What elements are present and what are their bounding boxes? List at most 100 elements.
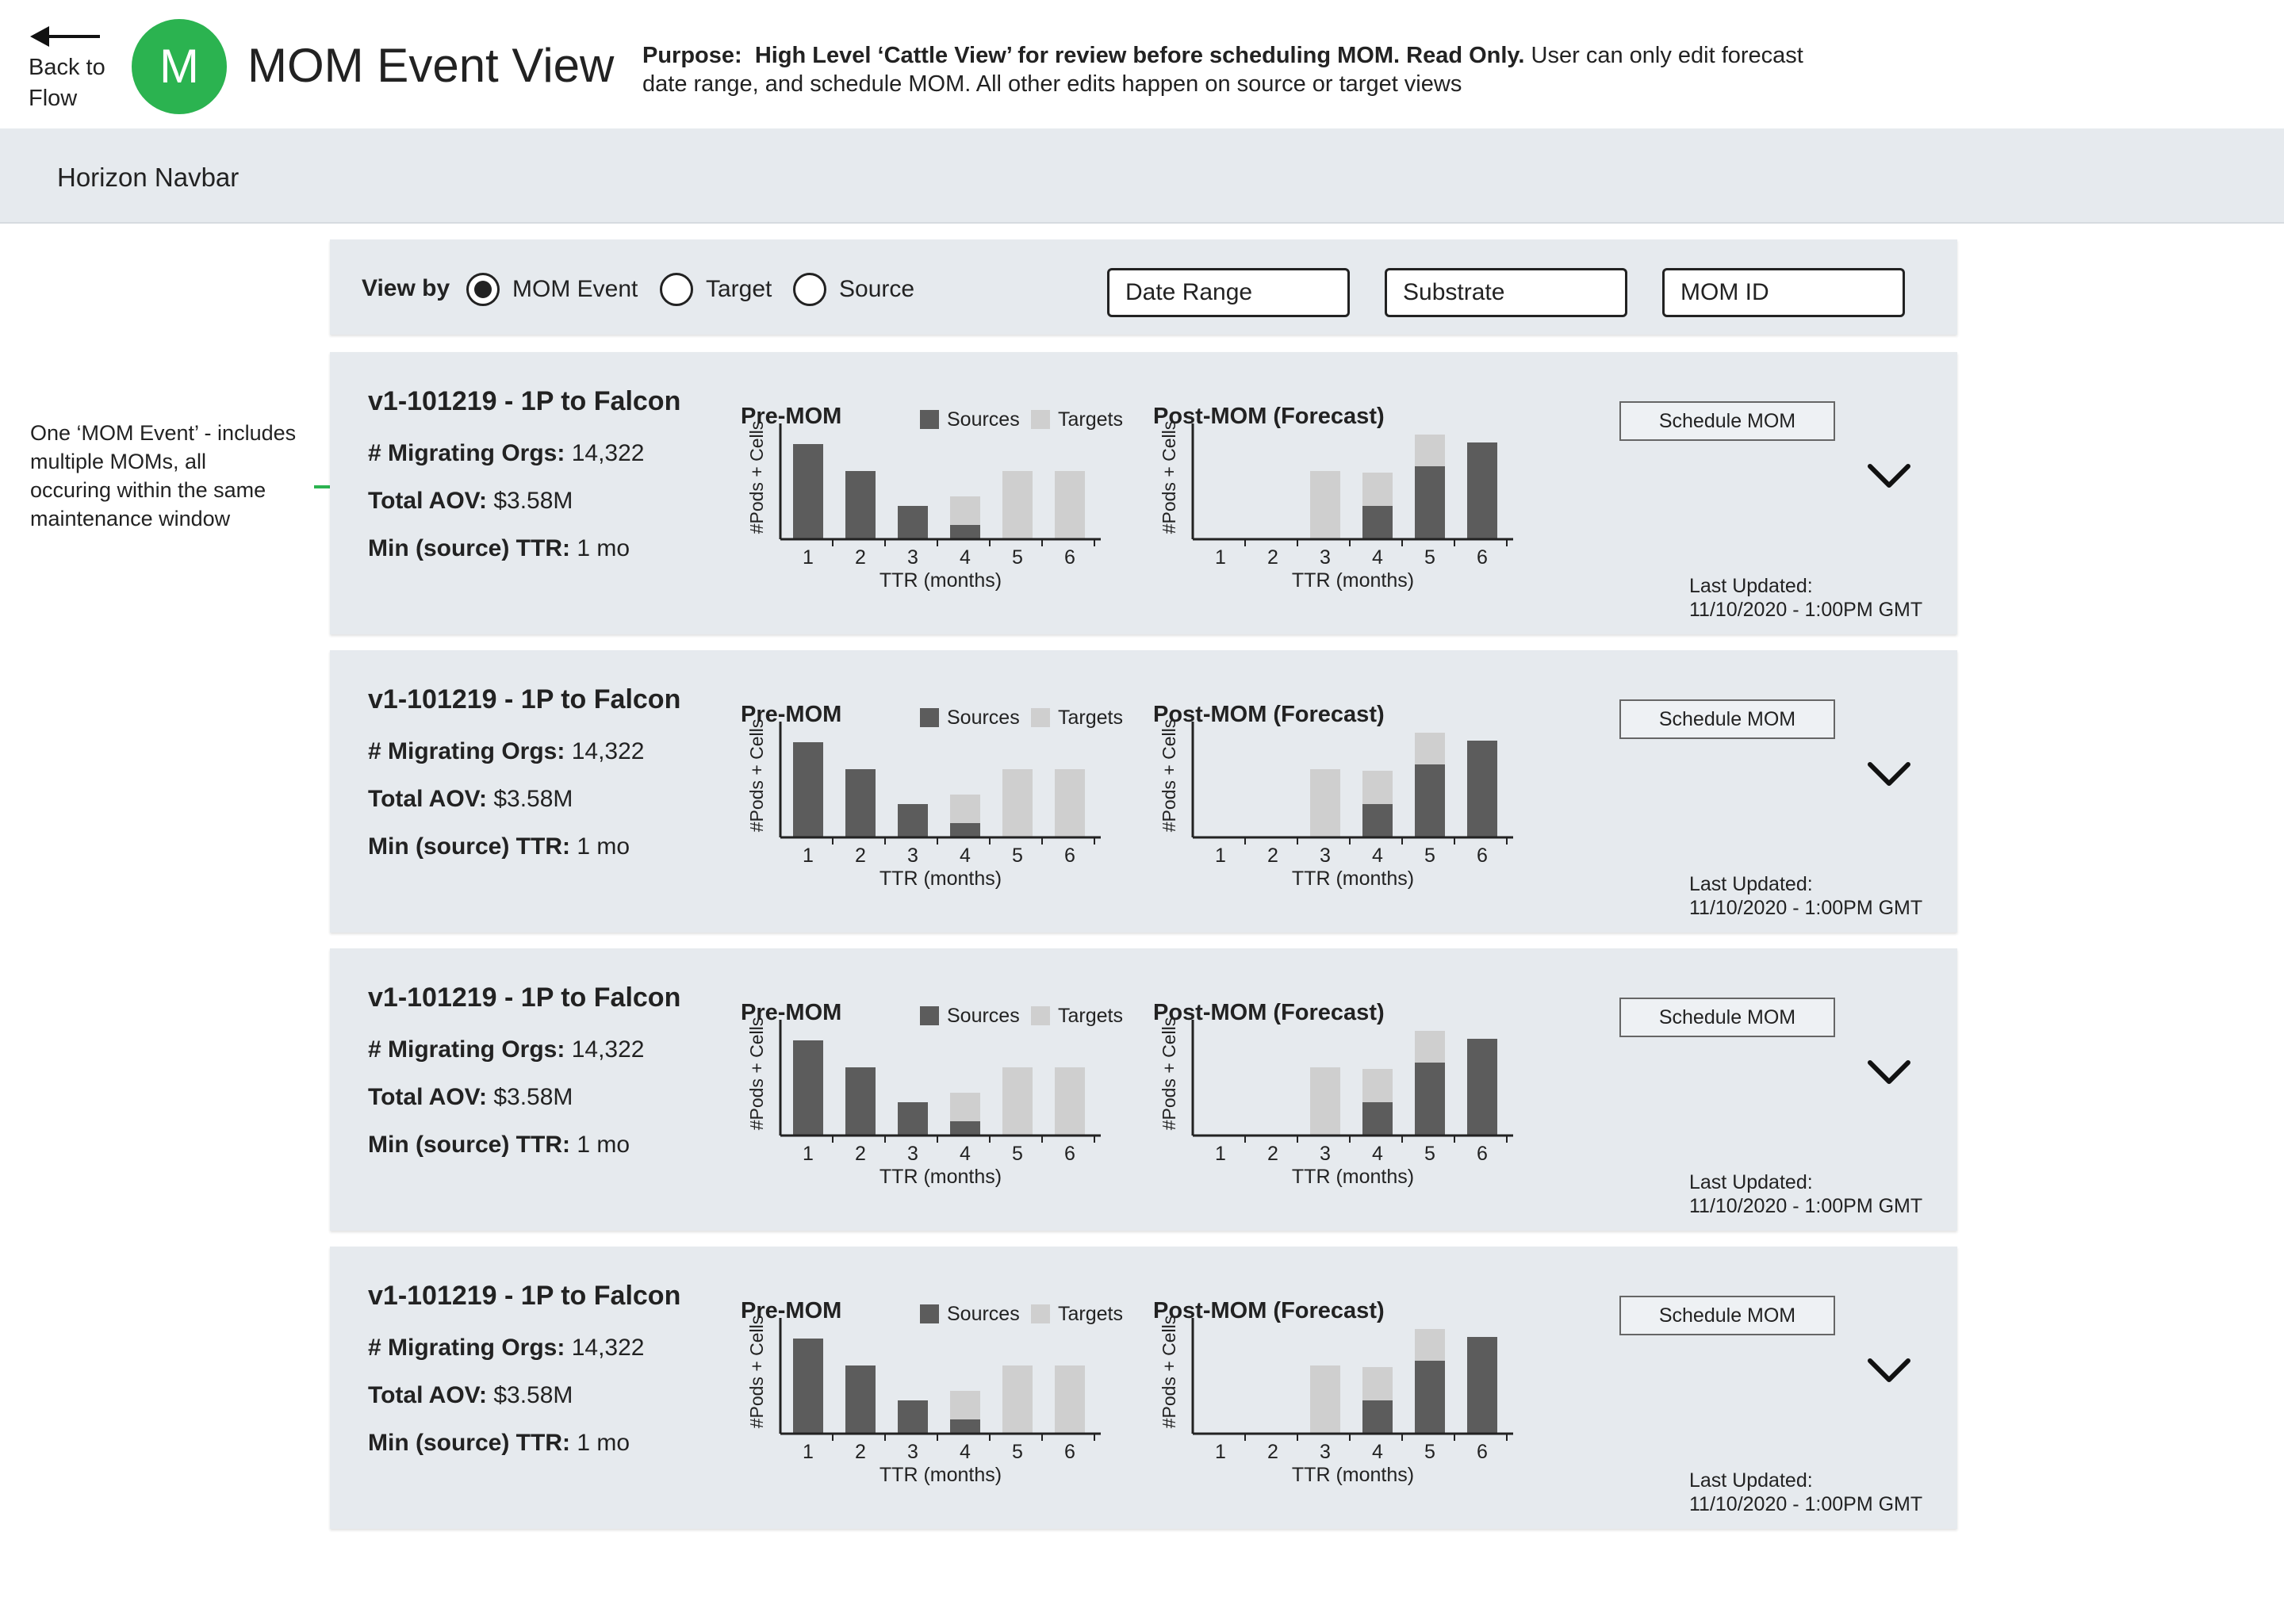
- bar-targets: [950, 496, 980, 525]
- x-axis-label: TTR (months): [879, 1464, 1002, 1486]
- purpose-bold-text: High Level ‘Cattle View’ for review befo…: [754, 43, 1525, 68]
- x-tick-label: 5: [1012, 546, 1023, 569]
- date-range-field[interactable]: Date Range: [1107, 268, 1350, 317]
- chevron-down-icon[interactable]: [1865, 1354, 1913, 1386]
- migrating-orgs-stat: # Migrating Orgs: 14,322: [368, 737, 644, 766]
- x-axis-label: TTR (months): [1292, 569, 1414, 592]
- y-axis-label: #Pods + Cells: [1159, 719, 1179, 833]
- legend-swatch-sources: [920, 410, 939, 429]
- x-tick-label: 4: [960, 546, 971, 569]
- bar-targets: [1362, 771, 1393, 804]
- x-tick-label: 4: [960, 845, 971, 867]
- x-tick-label: 1: [1215, 1441, 1226, 1463]
- chevron-down-icon[interactable]: [1865, 1056, 1913, 1088]
- min-ttr-stat: Min (source) TTR: 1 mo: [368, 534, 630, 563]
- x-tick-label: 4: [960, 1143, 971, 1165]
- y-axis-label: #Pods + Cells: [746, 719, 767, 833]
- chart-title: Pre-MOM: [741, 702, 841, 727]
- y-axis-label: #Pods + Cells: [746, 1017, 767, 1131]
- x-tick-label: 6: [1477, 845, 1488, 867]
- stat-value: $3.58M: [493, 1084, 573, 1110]
- legend-label: Sources: [947, 707, 1020, 729]
- legend-swatch-sources: [920, 1006, 939, 1025]
- stat-value: 14,322: [571, 738, 645, 764]
- stat-value: 1 mo: [577, 833, 630, 860]
- x-tick-label: 6: [1064, 1441, 1075, 1463]
- total-aov-stat: Total AOV: $3.58M: [368, 1381, 573, 1410]
- bar-targets: [950, 1391, 980, 1419]
- page-header: Back to Flow M MOM Event View Purpose: H…: [0, 0, 2284, 128]
- bar-sources: [845, 1365, 876, 1434]
- chevron-down-icon[interactable]: [1865, 460, 1913, 492]
- stat-value: 1 mo: [577, 1132, 630, 1158]
- last-updated: Last Updated: 11/10/2020 - 1:00PM GMT: [1689, 1170, 1922, 1218]
- y-axis-label: #Pods + Cells: [1159, 421, 1179, 534]
- stat-label: Min (source) TTR:: [368, 1430, 570, 1456]
- bar-sources: [793, 444, 823, 539]
- bar-targets: [1002, 769, 1033, 837]
- schedule-mom-button[interactable]: Schedule MOM: [1619, 699, 1835, 739]
- x-tick-label: 3: [907, 1143, 918, 1165]
- x-tick-label: 6: [1477, 546, 1488, 569]
- navbar-label: Horizon Navbar: [57, 163, 240, 192]
- last-updated-value: 11/10/2020 - 1:00PM GMT: [1689, 599, 1923, 621]
- radio-label: Target: [706, 276, 772, 302]
- legend-swatch-targets: [1031, 708, 1050, 727]
- x-tick-label: 4: [1372, 845, 1383, 867]
- bar-sources: [898, 1400, 928, 1434]
- radio-mom-event[interactable]: MOM Event: [466, 273, 638, 306]
- chevron-down-icon[interactable]: [1865, 758, 1913, 790]
- bar-sources: [1415, 1063, 1445, 1136]
- radio-label: Source: [839, 276, 915, 302]
- x-tick-label: 2: [855, 1143, 866, 1165]
- x-tick-label: 6: [1477, 1441, 1488, 1463]
- x-tick-label: 1: [803, 1143, 814, 1165]
- radio-unselected-icon[interactable]: [660, 273, 693, 306]
- stat-label: Total AOV:: [368, 1084, 487, 1110]
- pre-mom-chart: Pre-MOM Sources Targets #Pods + Cells 1 2 3 4 5 6…: [741, 1298, 1123, 1486]
- schedule-mom-button[interactable]: Schedule MOM: [1619, 1296, 1835, 1335]
- min-ttr-stat: Min (source) TTR: 1 mo: [368, 833, 630, 861]
- bar-sources: [1467, 1039, 1497, 1136]
- bar-sources: [1467, 1337, 1497, 1434]
- bar-targets: [1362, 1367, 1393, 1400]
- substrate-field[interactable]: Substrate: [1385, 268, 1627, 317]
- bar-targets: [1002, 1067, 1033, 1136]
- x-axis-label: TTR (months): [879, 868, 1002, 890]
- last-updated-label: Last Updated:: [1689, 575, 1813, 597]
- radio-selected-icon[interactable]: [466, 273, 500, 306]
- x-tick-label: 2: [855, 845, 866, 867]
- schedule-mom-button[interactable]: Schedule MOM: [1619, 401, 1835, 441]
- y-axis-label: #Pods + Cells: [1159, 1316, 1179, 1429]
- bar-sources: [845, 471, 876, 539]
- stat-value: 1 mo: [577, 1430, 630, 1456]
- purpose-description: Purpose: High Level ‘Cattle View’ for re…: [642, 41, 1832, 98]
- back-to-flow-link[interactable]: Back to Flow: [29, 22, 132, 113]
- radio-target[interactable]: Target: [660, 273, 772, 306]
- stat-value: 14,322: [571, 440, 645, 466]
- mom-id-field[interactable]: MOM ID: [1662, 268, 1905, 317]
- stat-value: $3.58M: [493, 488, 573, 514]
- bar-targets: [1055, 1067, 1085, 1136]
- total-aov-stat: Total AOV: $3.58M: [368, 487, 573, 515]
- back-label-line1: Back to: [29, 55, 105, 80]
- x-tick-label: 4: [960, 1441, 971, 1463]
- last-updated: Last Updated: 11/10/2020 - 1:00PM GMT: [1689, 574, 1922, 622]
- chart-title: Post-MOM (Forecast): [1153, 1298, 1385, 1323]
- bar-targets: [1002, 471, 1033, 539]
- bar-sources: [950, 823, 980, 837]
- stat-label: # Migrating Orgs:: [368, 1036, 565, 1063]
- bar-targets: [1362, 473, 1393, 506]
- bar-targets: [1415, 1329, 1445, 1361]
- purpose-label: Purpose:: [642, 43, 742, 68]
- bar-sources: [1415, 764, 1445, 837]
- radio-unselected-icon[interactable]: [793, 273, 826, 306]
- schedule-mom-button[interactable]: Schedule MOM: [1619, 998, 1835, 1037]
- post-mom-chart: Post-MOM (Forecast)#Pods + Cells 1 2 3 4 5 6 TT…: [1153, 1298, 1513, 1486]
- chart-title: Post-MOM (Forecast): [1153, 1000, 1385, 1025]
- radio-source[interactable]: Source: [793, 273, 914, 306]
- annotation-note: One ‘MOM Event’ - includes multiple MOMs…: [30, 419, 331, 533]
- x-axis-label: TTR (months): [1292, 868, 1414, 890]
- x-tick-label: 4: [1372, 546, 1383, 569]
- stat-label: Total AOV:: [368, 1382, 487, 1408]
